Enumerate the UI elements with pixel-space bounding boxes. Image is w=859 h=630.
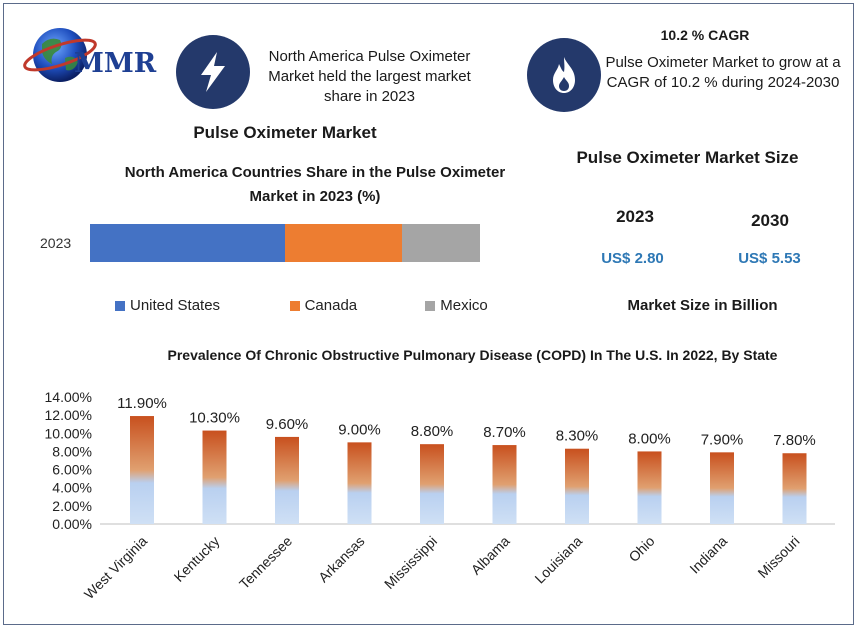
bar-albama [492,445,517,524]
data-label-arkansas: 9.00% [338,421,381,438]
legend-swatch-canada [289,300,300,311]
y-tick-label: 8.00% [52,443,92,459]
x-tick-label-louisiana: Louisiana [531,533,585,587]
icon-circle-right [527,38,601,112]
north-america-note: North America Pulse Oximeter Market held… [268,48,471,105]
data-label-mississippi: 8.80% [411,423,454,440]
market-size-value-2023: US$ 2.80 [601,250,664,267]
y-tick-label: 2.00% [52,498,92,514]
bar-indiana [710,452,734,524]
x-tick-label-indiana: Indiana [686,533,730,577]
globe-icon [23,28,97,82]
data-label-tennessee: 9.60% [266,416,309,433]
data-label-kentucky: 10.30% [189,410,240,427]
x-tick-label-albama: Albama [468,533,513,578]
y-tick-label: 6.00% [52,462,92,478]
lightning-bolt-icon [201,52,225,92]
data-label-indiana: 7.90% [701,431,744,448]
logo-text: MMR [74,48,157,79]
stacked-segment-united-states [90,224,285,262]
bar-louisiana [565,448,589,524]
y-tick-label: 14.00% [45,389,92,405]
x-tick-label-kentucky: Kentucky [171,533,223,585]
market-size-year-2023: 2023 [616,207,654,226]
copd-bar-chart: 0.00% 2.00% 4.00% 6.00% 8.00% 10.00% 12.00% 14.… [45,389,835,602]
bar-kentucky [202,430,227,524]
stacked-legend: United States Canada Mexico [115,297,535,314]
icon-circle-left [176,35,250,109]
legend-label-us: United States [130,297,221,314]
x-tick-label-missouri: Missouri [754,533,802,581]
x-tick-label-west-virginia: West Virginia [81,533,150,602]
x-tick-label-mississippi: Mississippi [381,533,440,592]
market-size-title: Pulse Oximeter Market Size [576,148,799,167]
x-tick-label-arkansas: Arkansas [315,533,368,586]
data-label-louisiana: 8.30% [556,428,599,445]
bar-missouri [782,453,807,524]
bar-west-virginia [130,416,154,524]
y-tick-label: 0.00% [52,516,92,532]
cagr-title: 10.2 % CAGR [660,27,750,43]
market-size-footnote: Market Size in Billion [627,297,778,314]
y-tick-label: 10.00% [45,425,92,441]
legend-label-canada: Canada [304,297,358,314]
y-tick-label: 12.00% [45,407,92,423]
market-title: Pulse Oximeter Market [193,123,377,142]
market-size-value-2030: US$ 5.53 [738,250,801,267]
legend-swatch-mexico [425,300,436,311]
data-label-missouri: 7.80% [773,432,816,449]
infographic-frame [3,3,854,625]
stacked-segment-canada [285,224,402,262]
mmr-logo: MMR [20,20,170,90]
bar-tennessee [275,436,299,524]
stacked-segment-mexico [402,224,480,262]
legend-swatch-us [115,300,125,311]
bar-ohio [637,451,662,524]
legend-label-mexico: Mexico [440,297,488,314]
x-tick-label-tennessee: Tennessee [236,533,295,592]
data-label-west-virginia: 11.90% [117,395,167,412]
bar-arkansas [347,442,372,524]
data-label-ohio: 8.00% [628,430,671,447]
stacked-category-label: 2023 [40,235,71,251]
cagr-text: Pulse Oximeter Market to grow at a CAGR … [605,54,841,91]
data-label-albama: 8.70% [483,424,526,441]
stacked-bar-chart: 2023 [40,224,480,262]
legend-item-united-states: United States [115,297,290,314]
market-size-year-2030: 2030 [751,211,789,230]
legend-item-canada: Canada [289,297,426,314]
copd-chart-title: Prevalence Of Chronic Obstructive Pulmon… [167,347,778,363]
y-tick-label: 4.00% [52,480,92,496]
legend-item-mexico: Mexico [425,297,535,314]
stacked-chart-title: North America Countries Share in the Pul… [124,164,506,205]
x-tick-label-ohio: Ohio [625,533,657,565]
flame-icon [553,57,575,93]
bar-mississippi [420,444,444,524]
